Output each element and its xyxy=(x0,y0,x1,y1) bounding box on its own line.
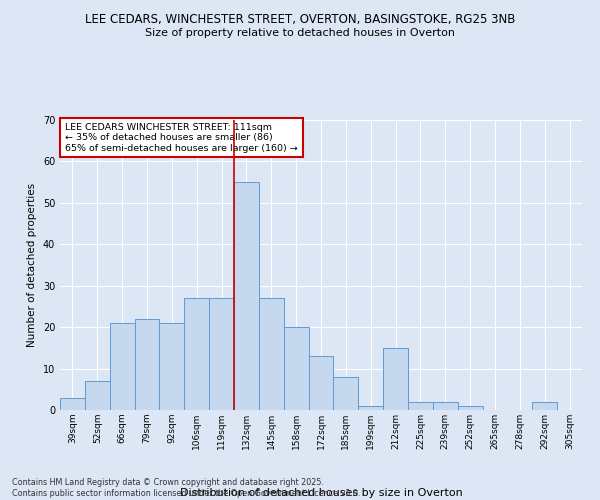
Y-axis label: Number of detached properties: Number of detached properties xyxy=(27,183,37,347)
Bar xyxy=(408,402,433,410)
Bar xyxy=(209,298,234,410)
Bar xyxy=(358,406,383,410)
Bar xyxy=(110,323,134,410)
Text: Size of property relative to detached houses in Overton: Size of property relative to detached ho… xyxy=(145,28,455,38)
Bar xyxy=(532,402,557,410)
Bar xyxy=(60,398,85,410)
Bar xyxy=(184,298,209,410)
Bar xyxy=(383,348,408,410)
Bar xyxy=(85,381,110,410)
Bar xyxy=(134,319,160,410)
Bar xyxy=(284,327,308,410)
Bar xyxy=(433,402,458,410)
Text: Contains HM Land Registry data © Crown copyright and database right 2025.
Contai: Contains HM Land Registry data © Crown c… xyxy=(12,478,361,498)
Text: LEE CEDARS WINCHESTER STREET: 111sqm
← 35% of detached houses are smaller (86)
6: LEE CEDARS WINCHESTER STREET: 111sqm ← 3… xyxy=(65,123,298,152)
Bar xyxy=(334,377,358,410)
Bar xyxy=(308,356,334,410)
X-axis label: Distribution of detached houses by size in Overton: Distribution of detached houses by size … xyxy=(179,488,463,498)
Text: LEE CEDARS, WINCHESTER STREET, OVERTON, BASINGSTOKE, RG25 3NB: LEE CEDARS, WINCHESTER STREET, OVERTON, … xyxy=(85,12,515,26)
Bar xyxy=(259,298,284,410)
Bar xyxy=(234,182,259,410)
Bar xyxy=(160,323,184,410)
Bar xyxy=(458,406,482,410)
